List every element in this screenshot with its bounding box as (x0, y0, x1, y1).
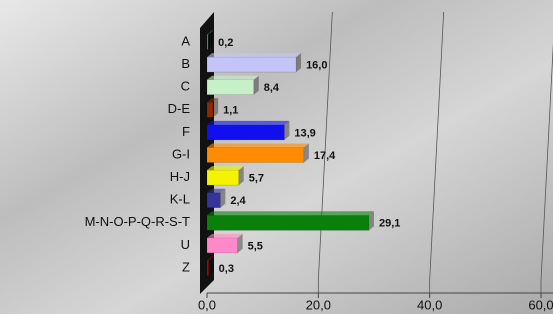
value-label: 2,4 (230, 195, 246, 207)
y-tick-label: U (181, 237, 190, 252)
value-label: 1,1 (223, 105, 238, 117)
value-label: 13,9 (294, 127, 315, 139)
bar-top (207, 121, 289, 125)
bar-top (207, 234, 243, 238)
bar-top (207, 144, 309, 148)
value-label: 0,2 (218, 37, 233, 49)
bar (207, 215, 369, 230)
y-tick-label: G-I (172, 146, 190, 161)
bar (207, 238, 238, 253)
bar-top (207, 76, 259, 80)
bar (207, 35, 208, 50)
value-label: 5,7 (249, 173, 264, 185)
bar (207, 193, 220, 208)
chart: 0,0 20,0 40,0 60,0 A 0,2 B 16,0 C 8,4 D-E 1,1 F 13,9 G… (0, 0, 553, 314)
bar (207, 102, 213, 117)
y-tick-label: D-E (168, 101, 191, 116)
y-tick-label: K-L (170, 192, 190, 207)
y-tick-label: H-J (170, 169, 190, 184)
x-tick-label: 40,0 (417, 297, 442, 312)
x-tick-label: 60,0 (528, 297, 553, 312)
value-label: 17,4 (314, 150, 336, 162)
y-tick-label: A (181, 33, 190, 48)
bar (207, 80, 254, 95)
bar (207, 148, 304, 163)
y-tick-label: F (182, 124, 190, 139)
x-tick-label: 0,0 (198, 297, 216, 312)
y-tick-label: C (181, 79, 190, 94)
bar-top (207, 53, 301, 57)
y-tick-label: M-N-O-P-Q-R-S-T (85, 214, 190, 229)
bar (207, 57, 296, 72)
bar (207, 125, 284, 140)
bar-top (207, 166, 244, 170)
bar (207, 170, 239, 185)
x-tick-label: 20,0 (306, 297, 331, 312)
y-tick-label: Z (182, 259, 190, 274)
value-label: 29,1 (379, 218, 400, 230)
bar-top (207, 211, 374, 215)
value-label: 5,5 (248, 240, 263, 252)
value-label: 16,0 (306, 60, 327, 72)
value-label: 0,3 (219, 263, 234, 275)
bar (207, 261, 209, 276)
y-tick-label: B (181, 56, 190, 71)
value-label: 8,4 (264, 82, 280, 94)
